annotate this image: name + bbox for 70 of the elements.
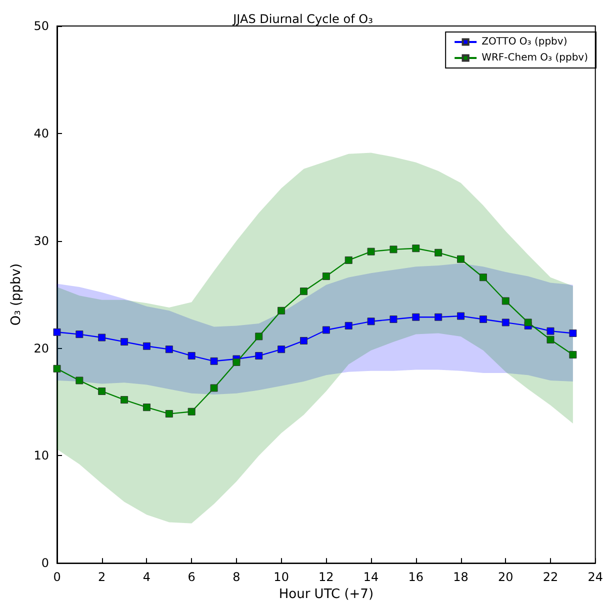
point [232,358,240,366]
point [120,338,128,346]
point [98,334,106,342]
point [434,248,442,256]
point [278,346,286,354]
point [457,312,465,320]
point [53,364,61,372]
point [322,272,330,280]
point [278,306,286,314]
x-tick-label: 24 [588,570,604,584]
point [479,316,487,324]
x-tick-label: 4 [142,570,151,584]
y-tick-label: 10 [34,448,49,463]
y-tick-label: 50 [34,19,49,33]
y-tick-label: 0 [41,556,49,570]
x-axis-title: Hour UTC (+7) [278,587,374,602]
x-tick-label: 10 [274,570,289,584]
x-tick-label: 8 [232,570,240,584]
point [367,248,375,256]
x-tick-label: 20 [498,570,514,584]
point [255,352,263,360]
point [569,350,577,358]
x-tick-label: 18 [453,570,468,584]
point [502,318,510,326]
point [300,336,308,344]
point [546,327,554,335]
point [390,316,398,324]
point [210,357,218,365]
legend-label: WRF-Chem O₃ (ppbv) [482,52,588,64]
point [76,376,84,384]
point [142,404,150,412]
point [390,246,398,254]
point [546,336,554,344]
point [367,318,375,326]
point [165,410,173,418]
point [255,332,263,340]
legend-label: ZOTTO O₃ (ppbv) [482,36,568,48]
x-tick-label: 0 [53,570,61,584]
y-tick-label: 40 [34,126,49,140]
point [142,342,150,350]
point [98,387,106,395]
point [188,408,196,416]
point [76,330,84,338]
point [344,322,352,330]
point [344,256,352,264]
y-tick-label: 20 [34,341,49,356]
point [412,313,420,321]
point [53,328,61,336]
point [434,313,442,321]
point [322,326,330,334]
x-tick-label: 6 [188,570,196,584]
y-tick-label: 30 [34,234,49,248]
point [524,318,532,326]
point [165,346,173,354]
x-tick-label: 16 [408,570,424,584]
point [120,396,128,404]
point [210,384,218,392]
point [479,274,487,282]
x-tick-label: 14 [363,570,379,584]
y-axis-title: O₃ (ppbv) [8,263,24,326]
point [300,288,308,296]
chart-title: JJAS Diurnal Cycle of O₃ [232,12,374,26]
point [412,244,420,252]
point [457,255,465,263]
x-tick-label: 2 [98,570,106,584]
point [569,329,577,337]
point [502,297,510,305]
x-tick-label: 12 [318,570,334,584]
point [188,352,196,360]
x-tick-label: 22 [542,570,558,584]
